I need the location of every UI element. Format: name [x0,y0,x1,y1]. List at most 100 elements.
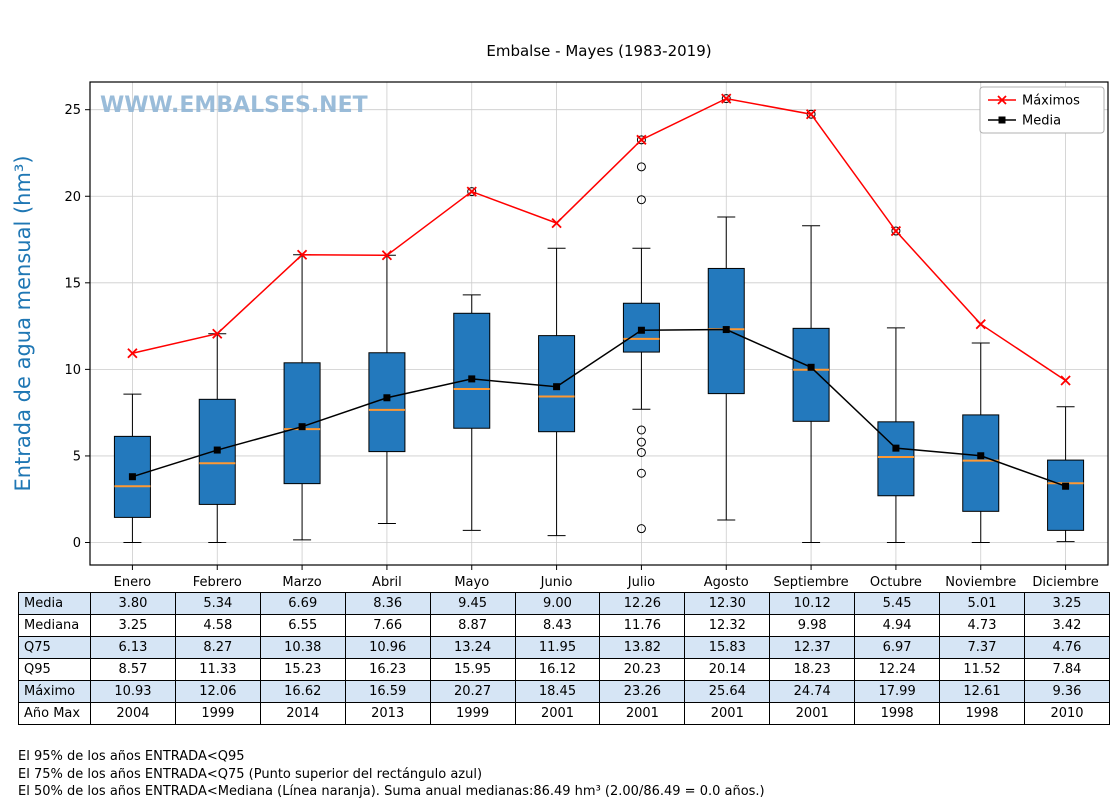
table-cell: 8.27 [174,636,261,659]
y-axis: 0 5 10 15 20 25 [64,103,90,551]
y-tick-label: 25 [64,103,81,118]
legend-label: Máximos [1022,94,1080,109]
table-cell: 10.38 [259,636,346,659]
table-cell: 18.45 [514,680,601,703]
square-marker [298,423,306,431]
outlier-marker [891,226,901,236]
x-marker [721,93,732,104]
footnote-q75: El 75% de los años ENTRADA<Q75 (Punto su… [18,766,483,782]
square-marker [892,444,900,452]
table-cell: 2001 [599,702,686,725]
table-cell: 11.52 [939,658,1025,681]
plot-frame [89,81,1109,566]
square-marker [213,446,221,454]
table-row-4: Máximo 10.93 12.06 16.62 16.59 20.27 18.45 23.2… [18,680,1111,703]
table-cell: 16.62 [259,680,346,703]
boxplot-noviembre [962,342,1000,543]
table-cell: 2013 [344,702,431,725]
iqr-box [962,414,1000,512]
table-row-5: Año Max 2004 1999 2014 2013 1999 2001 2001 2001 2… [18,702,1111,725]
legend: Máximos Media [979,86,1105,134]
table-cell: 9.98 [769,614,856,637]
table-cell: 7.37 [939,636,1025,659]
table-cell: 6.97 [854,636,941,659]
boxplot-septiembre [792,109,830,543]
table-cell: 8.43 [514,614,601,637]
row-label: Q95 [18,658,91,681]
table-cell: 11.33 [174,658,261,681]
x-marker [805,109,817,120]
table-cell: 1999 [174,702,261,725]
table-cell: 3.80 [90,592,176,615]
x-marker [296,249,308,260]
boxplot-junio [538,247,576,537]
x-tick-label: Agosto [704,575,749,590]
boxplot-febrero [198,333,236,543]
x-marker [127,348,138,359]
table-cell: 7.66 [344,614,431,637]
table-cell: 3.42 [1023,614,1111,637]
outlier-marker [636,195,646,205]
table-cell: 11.76 [599,614,686,637]
outlier-marker [636,437,646,447]
series-line [132,97,1066,382]
x-tick-label: Septiembre [773,575,848,590]
table-cell: 25.64 [684,680,771,703]
footnote-q95: El 95% de los años ENTRADA<Q95 [18,749,245,764]
table-cell: 10.96 [344,636,431,659]
y-tick-label: 5 [73,449,81,464]
boxplot-octubre [877,226,915,543]
row-label: Q75 [18,636,91,659]
square-marker [722,326,730,334]
x-tick-label: Diciembre [1032,575,1098,590]
table-cell: 10.12 [769,592,856,615]
square-marker [383,394,391,402]
x-marker [466,186,477,197]
x-tick-label: Junio [540,575,573,590]
table-row-1: Mediana 3.25 4.58 6.55 7.66 8.87 8.43 11.76 12.3… [18,614,1111,637]
outlier-marker [636,162,646,172]
table-cell: 16.23 [344,658,431,681]
x-marker [890,225,902,237]
iqr-box [792,327,830,422]
table-cell: 2001 [514,702,601,725]
x-marker [381,250,393,261]
table-cell: 9.36 [1023,680,1111,703]
table-cell: 16.59 [344,680,431,703]
row-label: Máximo [18,680,91,703]
y-tick-label: 15 [64,276,81,291]
table-cell: 2001 [769,702,856,725]
series-square [128,326,1070,490]
stats-table: Media 3.80 5.34 6.69 8.36 9.45 9.00 12.26 12.30 1… [18,592,1111,725]
boxplot-chart: 0 5 10 15 20 25 Enero Febrero Marzo Abril Mayo Juni… [11,42,1109,590]
table-cell: 4.76 [1023,636,1111,659]
square-marker [977,452,985,460]
table-cell: 10.93 [90,680,176,703]
x-marker [212,328,223,339]
table-cell: 1998 [939,702,1025,725]
x-tick-label: Noviembre [945,575,1016,590]
x-marker [975,319,986,330]
outlier-marker [467,187,477,197]
row-label: Mediana [18,614,91,637]
outlier-marker [636,447,646,457]
table-row-3: Q95 8.57 11.33 15.23 16.23 15.95 16.12 20.23 20.… [18,658,1111,681]
series-x [127,93,1071,386]
x-tick-label: Febrero [193,575,242,590]
x-tick-label: Abril [372,575,402,590]
table-cell: 3.25 [1023,592,1111,615]
boxplot-enero [113,393,151,543]
table-cell: 18.23 [769,658,856,681]
table-cell: 12.30 [684,592,771,615]
table-cell: 4.94 [854,614,941,637]
table-cell: 8.87 [429,614,516,637]
boxplot-diciembre [1047,406,1085,543]
table-cell: 12.61 [939,680,1025,703]
watermark: WWW.EMBALSES.NET [100,93,368,118]
table-cell: 4.73 [939,614,1025,637]
legend-x-marker [997,95,1007,105]
square-marker [468,375,476,383]
outlier-marker [636,135,646,145]
table-cell: 20.14 [684,658,771,681]
